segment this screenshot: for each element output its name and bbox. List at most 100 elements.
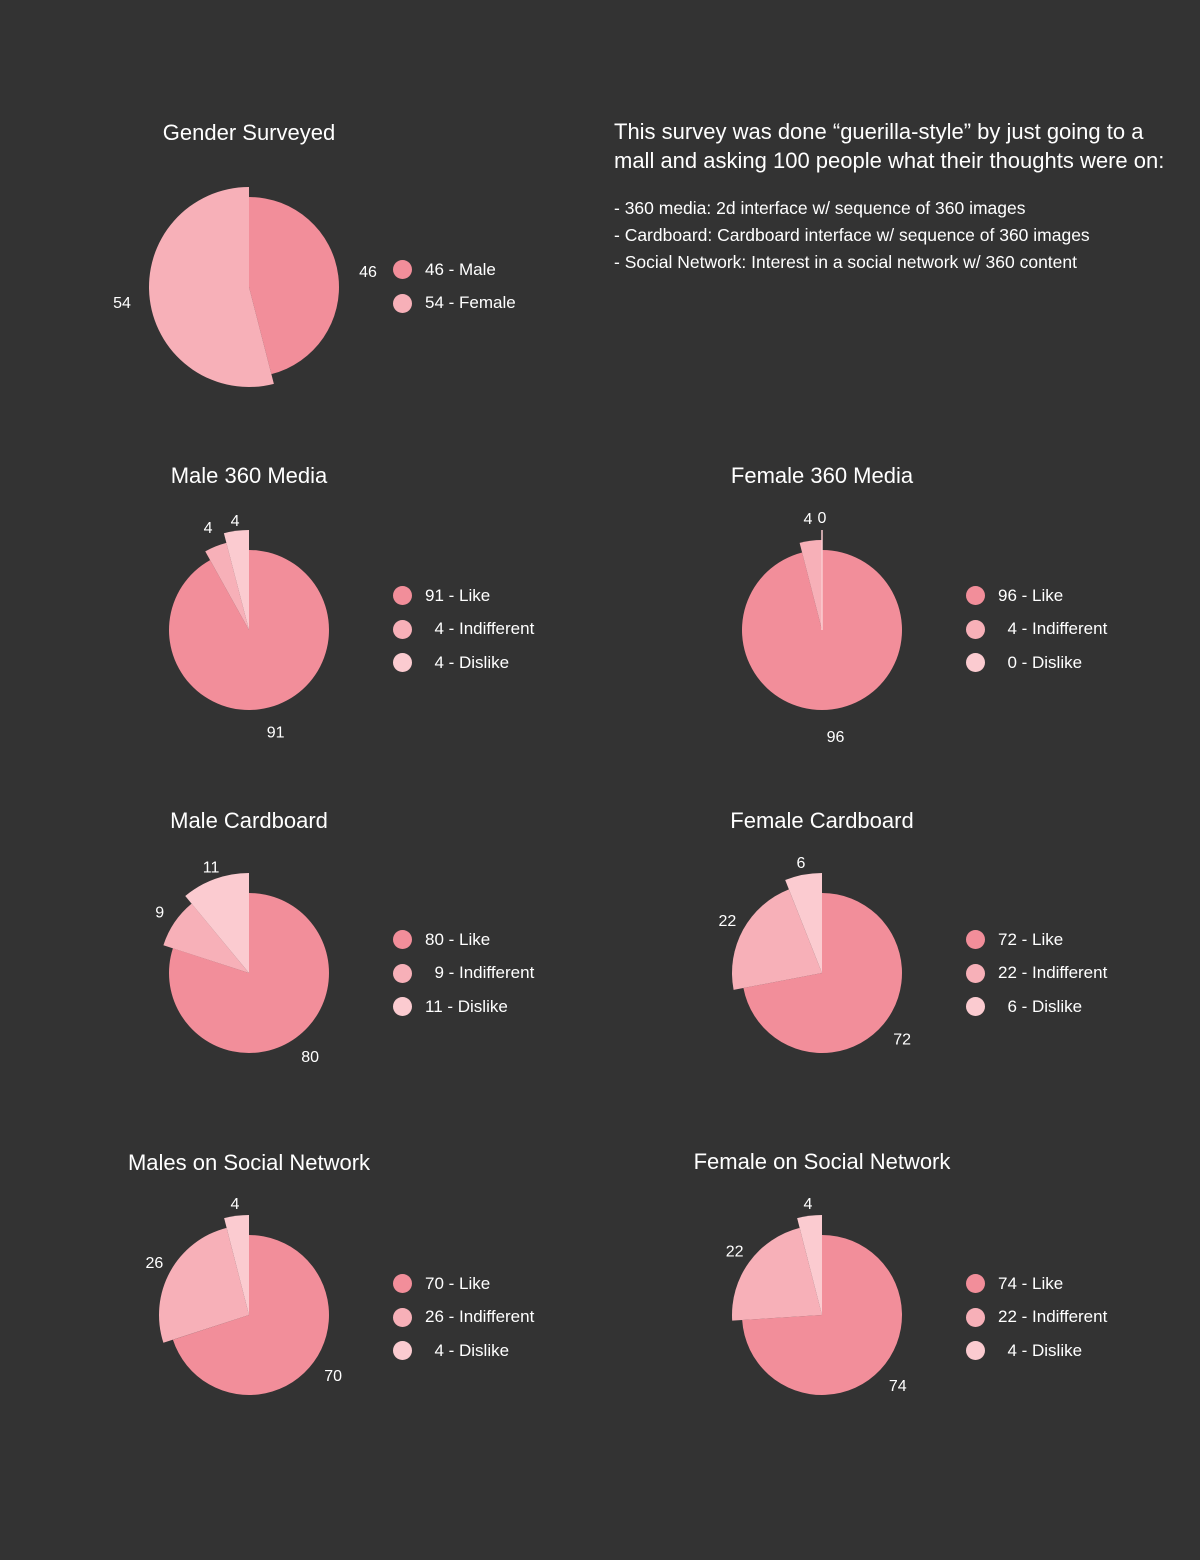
- legend-item-dislike: 0 - Dislike: [966, 646, 1107, 680]
- legend-female-social: 74 - Like 22 - Indifferent 4 - Dislike: [966, 1267, 1107, 1368]
- legend-swatch: [966, 653, 985, 673]
- legend-label: 4 - Dislike: [998, 1340, 1083, 1360]
- legend-item-indifferent: 9 - Indifferent: [393, 957, 534, 991]
- slice-label-gender-0: 46: [359, 264, 377, 281]
- slice-label-male-cardboard-2: 11: [203, 860, 220, 877]
- legend-label: 4 - Indifferent: [425, 619, 535, 639]
- slice-label-male-cardboard-0: 80: [301, 1049, 319, 1066]
- legend-swatch: [966, 963, 985, 983]
- pie-slice-gender-1: [148, 187, 274, 387]
- slice-label-female-social-2: 4: [804, 1196, 813, 1213]
- pie-slice-male-social-1: [158, 1227, 249, 1343]
- legend-item-dislike: 4 - Dislike: [966, 1334, 1107, 1368]
- slice-label-female-cardboard-0: 72: [893, 1031, 911, 1048]
- legend-label: 91 - Like: [425, 585, 491, 605]
- chart-title-female-cardboard: Female Cardboard: [730, 808, 914, 833]
- legend-label: 11 - Dislike: [425, 996, 508, 1016]
- legend-item-like: 70 - Like: [393, 1267, 534, 1301]
- pie-slice-male-social-2: [224, 1215, 249, 1315]
- pie-slice-female-360-1: [799, 540, 822, 630]
- chart-title-gender: Gender Surveyed: [162, 120, 336, 145]
- legend-swatch: [966, 586, 985, 606]
- legend-item-like: 72 - Like: [966, 923, 1107, 957]
- legend-label: 46 - Male: [425, 259, 496, 279]
- survey-intro: This survey was done “guerilla-style” by…: [614, 117, 1174, 276]
- legend-item-like: 91 - Like: [393, 579, 534, 613]
- intro-item-360-media: - 360 media: 2d interface w/ sequence of…: [614, 198, 1026, 218]
- slice-label-gender-1: 54: [113, 295, 131, 312]
- legend-item-male: 46 - Male: [393, 253, 516, 287]
- legend-label: 54 - Female: [425, 293, 516, 313]
- pie-slice-female-cardboard-0: [743, 893, 902, 1054]
- legend-label: 0 - Dislike: [998, 652, 1083, 672]
- pie-slice-female-social-2: [797, 1215, 822, 1315]
- legend-label: 6 - Dislike: [998, 996, 1083, 1016]
- slice-label-female-cardboard-2: 6: [797, 855, 806, 872]
- legend-item-indifferent: 26 - Indifferent: [393, 1301, 534, 1335]
- legend-swatch: [393, 930, 412, 950]
- slice-label-male-social-0: 70: [324, 1368, 342, 1385]
- legend-swatch: [966, 1307, 985, 1327]
- legend-label: 96 - Like: [998, 585, 1064, 605]
- legend-label: 26 - Indifferent: [425, 1307, 535, 1327]
- pie-slice-male-360-2: [223, 530, 249, 630]
- legend-swatch: [393, 997, 412, 1017]
- legend-item-like: 80 - Like: [393, 923, 534, 957]
- pie-slice-male-cardboard-2: [185, 873, 249, 973]
- legend-label: 9 - Indifferent: [425, 963, 535, 983]
- chart-title-male-social: Males on Social Network: [127, 1150, 371, 1175]
- legend-swatch: [966, 997, 985, 1017]
- chart-title-male-360: Male 360 Media: [170, 463, 328, 488]
- legend-label: 4 - Dislike: [425, 652, 510, 672]
- legend-label: 80 - Like: [425, 929, 491, 949]
- pie-slice-male-cardboard-1: [163, 903, 249, 973]
- legend-swatch: [393, 1307, 412, 1327]
- legend-female-360: 96 - Like 4 - Indifferent 0 - Dislike: [966, 579, 1107, 680]
- legend-item-indifferent: 4 - Indifferent: [393, 613, 534, 647]
- legend-item-indifferent: 22 - Indifferent: [966, 1301, 1107, 1335]
- legend-label: 4 - Indifferent: [998, 619, 1108, 639]
- legend-swatch: [393, 1274, 412, 1294]
- chart-title-female-social: Female on Social Network: [693, 1149, 951, 1174]
- intro-item-social-network: - Social Network: Interest in a social n…: [614, 252, 1077, 272]
- legend-swatch: [966, 619, 985, 639]
- legend-label: 72 - Like: [998, 929, 1064, 949]
- intro-text: This survey was done “guerilla-style” by…: [614, 119, 1165, 173]
- legend-swatch: [393, 293, 412, 313]
- legend-label: 4 - Dislike: [425, 1340, 510, 1360]
- intro-list: - 360 media: 2d interface w/ sequence of…: [614, 195, 1174, 276]
- pie-slice-female-cardboard-1: [732, 889, 822, 990]
- legend-item-dislike: 11 - Dislike: [393, 990, 534, 1024]
- slice-label-male-360-1: 4: [204, 520, 213, 537]
- slice-label-male-social-1: 26: [145, 1255, 163, 1272]
- pie-slice-gender-0: [249, 197, 340, 375]
- legend-item-female: 54 - Female: [393, 287, 516, 321]
- legend-male-360: 91 - Like 4 - Indifferent 4 - Dislike: [393, 579, 534, 680]
- pie-slice-female-social-1: [732, 1227, 822, 1321]
- legend-item-indifferent: 22 - Indifferent: [966, 957, 1107, 991]
- slice-label-male-social-2: 4: [231, 1196, 240, 1213]
- legend-label: 22 - Indifferent: [998, 963, 1108, 983]
- legend-swatch: [393, 1341, 412, 1361]
- legend-swatch: [966, 1274, 985, 1294]
- slice-label-male-360-0: 91: [267, 725, 285, 742]
- legend-female-cardboard: 72 - Like 22 - Indifferent 6 - Dislike: [966, 923, 1107, 1024]
- slice-label-female-cardboard-1: 22: [718, 913, 736, 930]
- legend-swatch: [966, 930, 985, 950]
- legend-gender: 46 - Male 54 - Female: [393, 253, 516, 320]
- slice-label-female-360-1: 4: [804, 511, 813, 528]
- slice-label-male-360-2: 4: [231, 513, 240, 530]
- legend-label: 22 - Indifferent: [998, 1307, 1108, 1327]
- pie-slice-male-cardboard-0: [169, 893, 329, 1054]
- pie-slice-male-social-0: [172, 1235, 329, 1396]
- legend-swatch: [393, 586, 412, 606]
- legend-male-social: 70 - Like 26 - Indifferent 4 - Dislike: [393, 1267, 534, 1368]
- legend-swatch: [393, 619, 412, 639]
- legend-item-like: 96 - Like: [966, 579, 1107, 613]
- pie-slice-female-social-0: [742, 1235, 902, 1395]
- legend-swatch: [393, 653, 412, 673]
- legend-label: 70 - Like: [425, 1273, 491, 1293]
- legend-male-cardboard: 80 - Like 9 - Indifferent 11 - Dislike: [393, 923, 534, 1024]
- chart-title-female-360: Female 360 Media: [730, 463, 914, 488]
